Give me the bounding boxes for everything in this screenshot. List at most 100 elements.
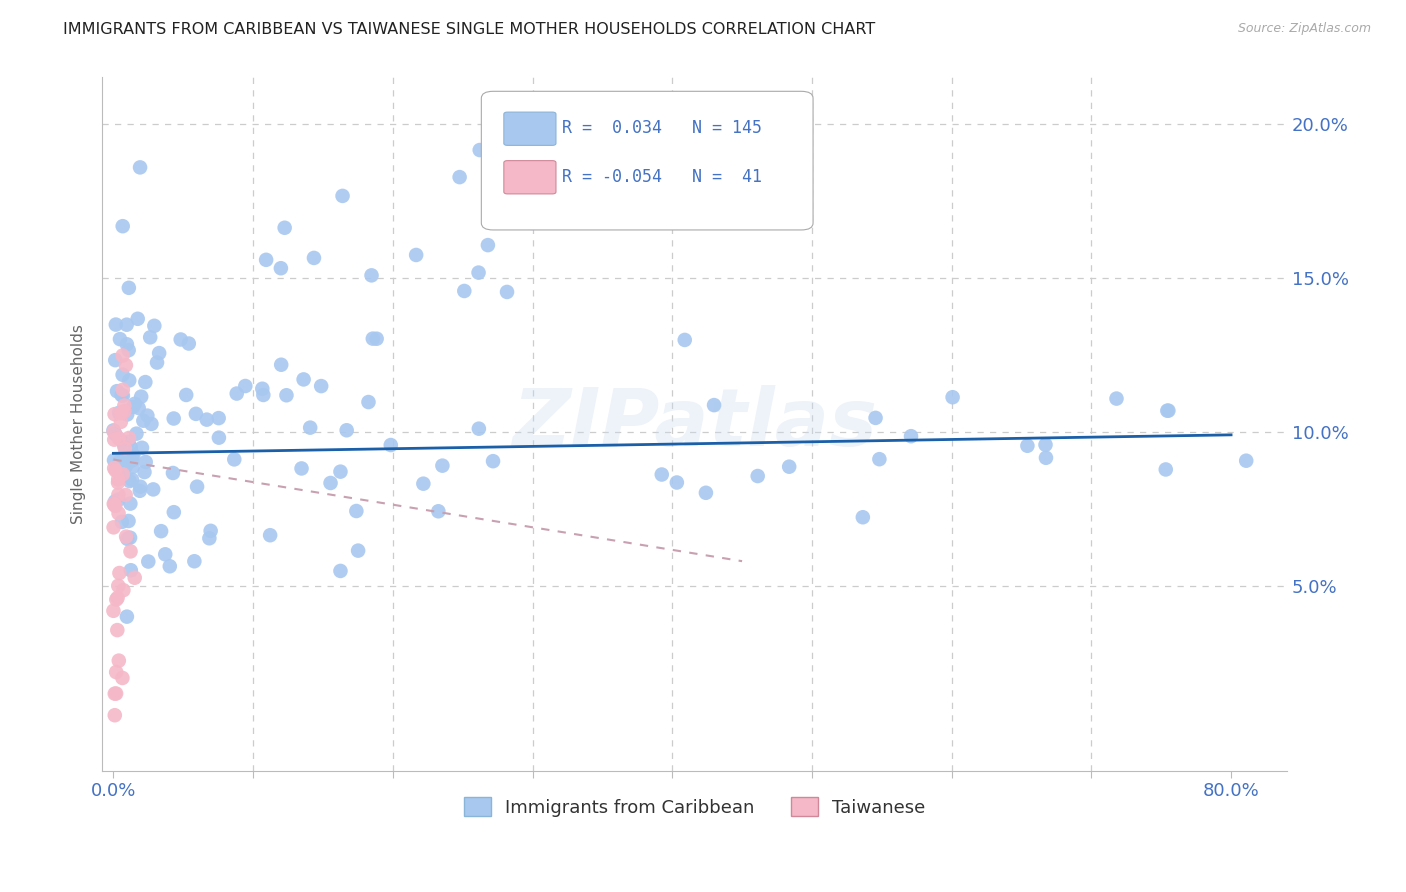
Point (405, 248, 427, 262)
Point (155, 547, 177, 561)
Point (117, 434, 139, 449)
Point (252, 382, 274, 396)
Point (482, 454, 505, 468)
Point (1156, 403, 1178, 417)
Point (117, 532, 139, 546)
Point (522, 216, 544, 230)
Point (290, 461, 312, 475)
FancyBboxPatch shape (503, 161, 555, 194)
Point (1154, 462, 1177, 476)
Text: R = -0.054   N =  41: R = -0.054 N = 41 (562, 168, 762, 186)
Point (108, 454, 131, 468)
Point (233, 379, 256, 393)
Point (104, 499, 127, 513)
Point (449, 170, 471, 185)
Point (112, 583, 135, 598)
Point (148, 346, 170, 360)
Point (104, 353, 127, 368)
Point (114, 454, 136, 468)
Point (103, 520, 125, 534)
Point (103, 497, 125, 511)
Point (468, 422, 491, 436)
Point (366, 332, 388, 346)
Point (329, 564, 352, 578)
Point (114, 488, 136, 502)
Point (468, 143, 491, 157)
Point (110, 415, 132, 429)
Point (112, 439, 135, 453)
Point (162, 466, 184, 480)
Point (121, 400, 143, 414)
Point (302, 251, 325, 265)
Point (129, 390, 152, 404)
Point (112, 399, 135, 413)
Point (134, 375, 156, 389)
Text: Source: ZipAtlas.com: Source: ZipAtlas.com (1237, 22, 1371, 36)
Point (111, 389, 134, 403)
Point (259, 528, 281, 542)
Point (427, 504, 450, 518)
Point (114, 438, 136, 452)
Point (103, 423, 125, 437)
Point (122, 449, 145, 463)
Point (361, 332, 384, 346)
Point (309, 379, 332, 393)
Point (120, 441, 142, 455)
Point (319, 475, 342, 490)
Point (651, 467, 673, 482)
Point (336, 423, 359, 437)
Point (1017, 439, 1039, 453)
Point (110, 458, 132, 473)
Point (105, 686, 128, 700)
Point (103, 433, 125, 447)
Point (273, 220, 295, 235)
Point (186, 480, 208, 494)
Point (195, 412, 218, 426)
Point (703, 398, 725, 412)
Point (108, 566, 131, 580)
Point (163, 411, 186, 425)
Point (292, 372, 315, 386)
Point (1234, 453, 1257, 467)
Point (120, 497, 142, 511)
Point (270, 261, 292, 276)
Point (208, 411, 231, 425)
Point (107, 507, 129, 521)
Point (104, 427, 127, 442)
Point (224, 452, 246, 467)
Text: R =  0.034   N = 145: R = 0.034 N = 145 (562, 119, 762, 137)
Point (103, 461, 125, 475)
Point (120, 544, 142, 558)
Point (118, 373, 141, 387)
Point (112, 404, 135, 418)
Point (198, 531, 221, 545)
Point (357, 395, 380, 409)
Point (276, 388, 298, 402)
Point (104, 708, 127, 723)
Point (432, 458, 454, 473)
Point (477, 238, 499, 252)
Point (128, 483, 150, 498)
Point (868, 452, 890, 467)
Point (114, 447, 136, 461)
Point (1035, 438, 1057, 452)
Point (127, 311, 149, 326)
Text: IMMIGRANTS FROM CARIBBEAN VS TAIWANESE SINGLE MOTHER HOUSEHOLDS CORRELATION CHAR: IMMIGRANTS FROM CARIBBEAN VS TAIWANESE S… (63, 22, 876, 37)
Point (103, 425, 125, 439)
Point (344, 504, 367, 518)
Point (380, 438, 402, 452)
Point (125, 426, 148, 441)
Point (107, 492, 129, 507)
Point (1105, 392, 1128, 406)
Point (115, 457, 138, 471)
Point (118, 431, 141, 445)
Point (852, 510, 875, 524)
Point (115, 408, 138, 422)
Point (111, 671, 134, 685)
Point (124, 571, 146, 585)
Point (146, 355, 169, 369)
Y-axis label: Single Mother Households: Single Mother Households (72, 324, 86, 524)
Point (695, 485, 717, 500)
Point (163, 505, 186, 519)
Point (412, 476, 434, 491)
